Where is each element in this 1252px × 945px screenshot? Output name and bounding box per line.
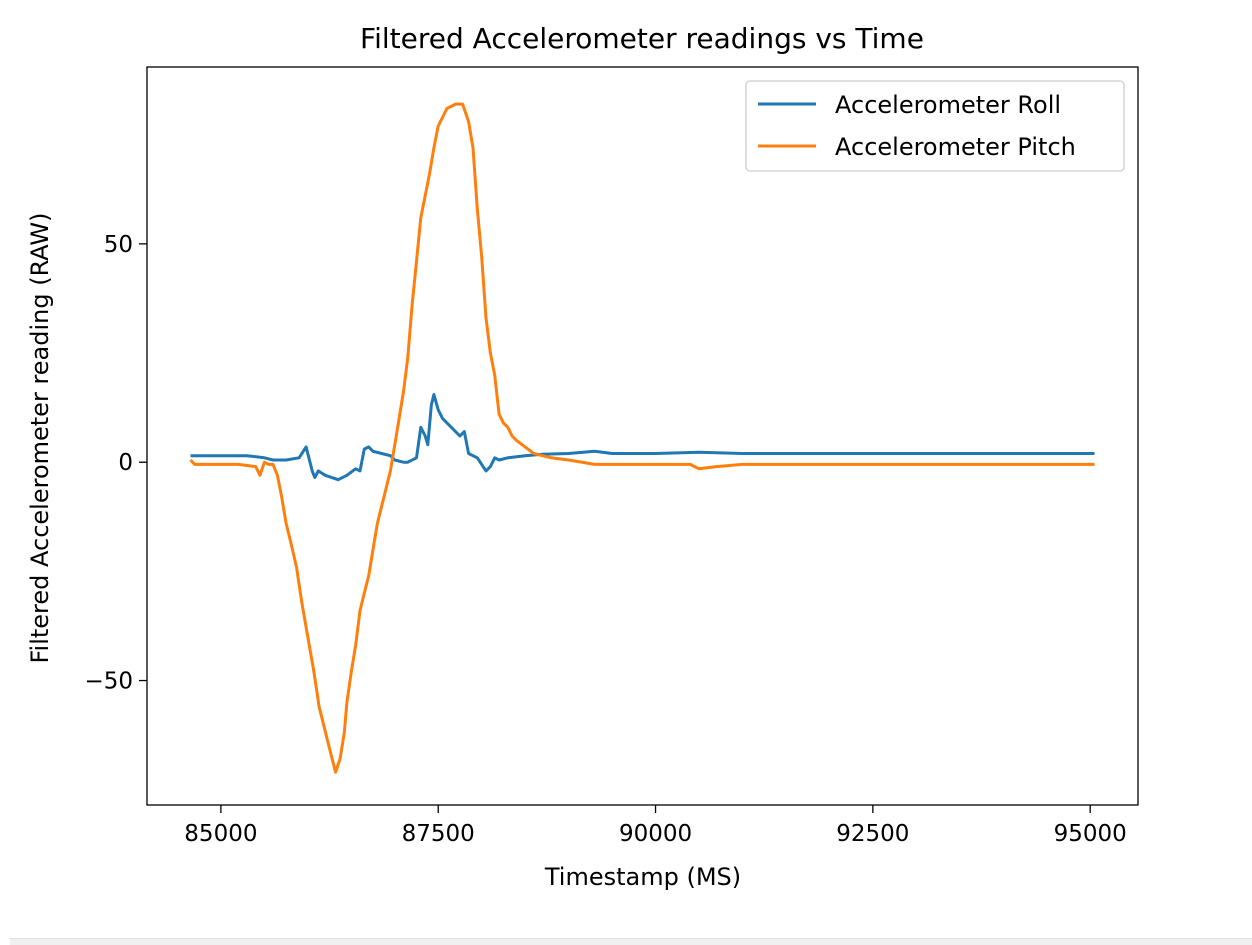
legend-label-pitch: Accelerometer Pitch <box>835 133 1076 161</box>
x-axis-ticks: 85000 87500 90000 92500 95000 <box>184 805 1127 847</box>
y-tick-label: 0 <box>118 450 133 476</box>
y-axis-label: Filtered Accelerometer reading (RAW) <box>26 212 54 663</box>
y-axis-ticks: 50 0 −50 <box>84 232 147 695</box>
x-tick-label: 87500 <box>402 821 475 847</box>
y-tick-label: 50 <box>104 232 133 258</box>
x-tick-label: 85000 <box>184 821 257 847</box>
legend-label-roll: Accelerometer Roll <box>835 91 1061 119</box>
x-axis-label: Timestamp (MS) <box>544 863 741 891</box>
x-tick-label: 92500 <box>836 821 909 847</box>
x-tick-label: 95000 <box>1054 821 1127 847</box>
series-layer <box>189 102 1095 774</box>
chart-title: Filtered Accelerometer readings vs Time <box>360 22 924 55</box>
y-tick-label: −50 <box>84 669 133 695</box>
x-tick-label: 90000 <box>619 821 692 847</box>
legend: Accelerometer Roll Accelerometer Pitch <box>745 80 1125 172</box>
legend-box <box>745 80 1125 172</box>
plot-area <box>146 66 1139 806</box>
output-cell-footer <box>10 938 1252 945</box>
series-line-accelerometer-roll <box>190 393 1095 482</box>
series-line-accelerometer-pitch <box>189 102 1095 774</box>
